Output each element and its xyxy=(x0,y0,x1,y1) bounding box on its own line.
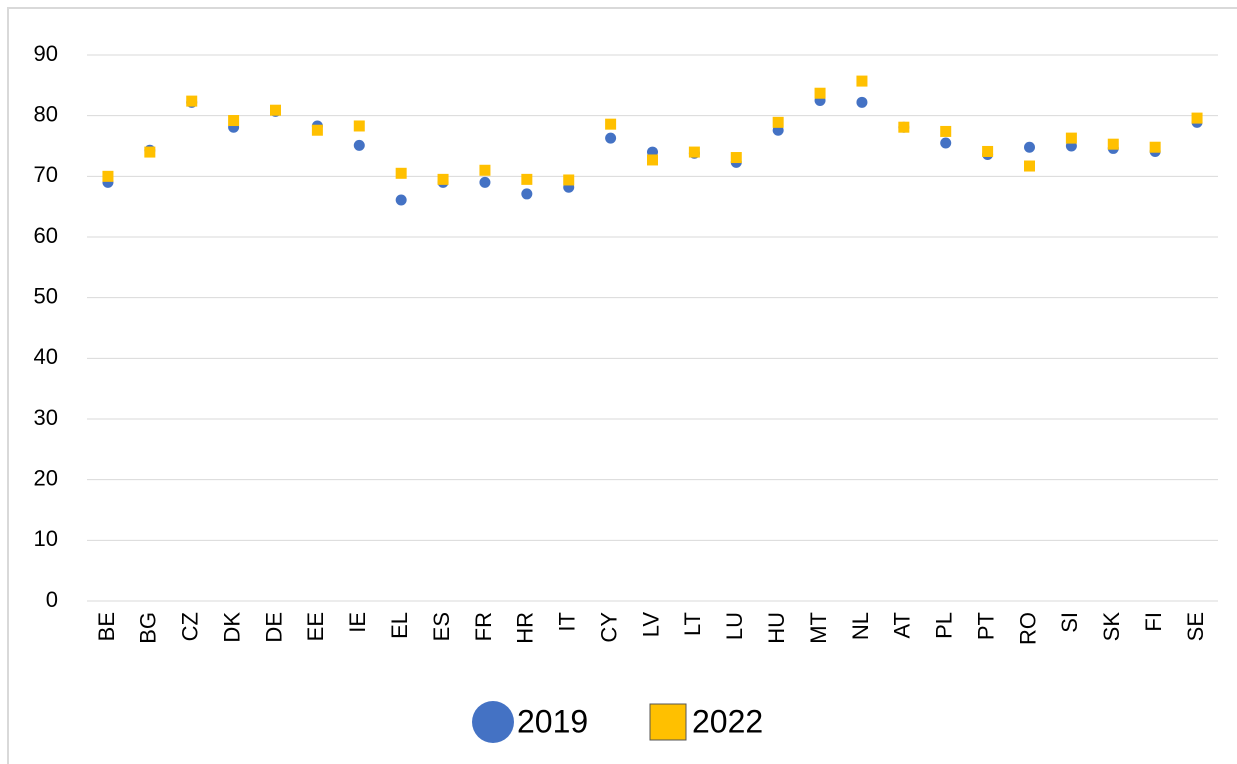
x-tick-label: EE xyxy=(303,612,328,641)
data-point xyxy=(605,118,617,130)
x-tick-label: PL xyxy=(932,612,957,639)
y-tick-label: 40 xyxy=(34,344,58,369)
legend-marker xyxy=(472,701,514,743)
x-tick-label: BG xyxy=(136,612,161,644)
data-point xyxy=(898,121,910,133)
data-point xyxy=(605,132,617,144)
legend-label: 2019 xyxy=(517,703,588,739)
x-tick-label: DK xyxy=(219,612,244,643)
data-point xyxy=(940,137,952,149)
data-point xyxy=(856,75,868,87)
data-point xyxy=(144,146,156,158)
x-tick-label: DE xyxy=(261,612,286,643)
y-tick-label: 80 xyxy=(34,101,58,126)
data-point xyxy=(1191,112,1203,124)
data-point xyxy=(228,115,240,127)
x-tick-label: ES xyxy=(429,612,454,641)
data-point xyxy=(730,152,742,164)
data-point xyxy=(814,87,826,99)
x-tick-label: NL xyxy=(848,612,873,640)
legend-marker xyxy=(649,703,687,741)
y-tick-label: 70 xyxy=(34,162,58,187)
data-point xyxy=(772,116,784,128)
data-point xyxy=(940,125,952,137)
x-tick-label: IT xyxy=(555,612,580,632)
data-point xyxy=(521,188,533,200)
x-tick-label: RO xyxy=(1015,612,1040,645)
y-tick-label: 0 xyxy=(46,587,58,612)
data-point xyxy=(688,146,700,158)
data-point xyxy=(647,154,658,166)
data-point xyxy=(1107,138,1119,150)
chart-frame xyxy=(7,7,1237,764)
x-tick-label: CY xyxy=(596,612,621,643)
data-point xyxy=(521,173,533,185)
y-tick-label: 60 xyxy=(34,223,58,248)
legend-label: 2022 xyxy=(692,703,763,739)
x-tick-label: HR xyxy=(513,612,538,644)
x-tick-label: AT xyxy=(890,612,915,638)
x-tick-label: LV xyxy=(638,612,663,638)
data-point xyxy=(270,104,281,116)
data-point xyxy=(395,167,407,179)
data-point xyxy=(563,174,575,186)
x-tick-label: FI xyxy=(1141,612,1166,632)
data-point xyxy=(479,164,491,176)
x-tick-label: EL xyxy=(387,612,412,639)
x-tick-label: PT xyxy=(973,612,998,640)
data-point xyxy=(479,176,491,188)
data-point xyxy=(1065,132,1077,144)
data-point xyxy=(353,120,365,132)
x-tick-label: MT xyxy=(806,612,831,644)
data-point xyxy=(311,124,323,136)
x-tick-label: IE xyxy=(345,612,370,633)
x-tick-label: CZ xyxy=(178,612,203,641)
x-tick-label: SI xyxy=(1057,612,1082,633)
y-tick-label: 50 xyxy=(34,283,58,308)
data-point xyxy=(437,173,449,185)
data-point xyxy=(1149,141,1161,153)
y-tick-label: 20 xyxy=(34,465,58,490)
x-tick-label: SK xyxy=(1099,612,1124,642)
data-point xyxy=(856,96,868,108)
x-tick-label: HU xyxy=(764,612,789,644)
data-point xyxy=(353,139,365,151)
y-tick-label: 90 xyxy=(34,41,58,66)
x-tick-label: LT xyxy=(680,612,705,636)
x-tick-label: BE xyxy=(94,612,119,641)
y-tick-label: 10 xyxy=(34,526,58,551)
data-point xyxy=(982,145,994,157)
data-point xyxy=(102,170,114,182)
data-point xyxy=(186,95,198,107)
x-tick-label: FR xyxy=(471,612,496,641)
data-point xyxy=(1024,160,1035,172)
x-tick-label: SE xyxy=(1183,612,1208,641)
y-tick-label: 30 xyxy=(34,405,58,430)
data-point xyxy=(395,194,407,206)
data-point xyxy=(1024,141,1035,153)
x-tick-label: LU xyxy=(722,612,747,640)
